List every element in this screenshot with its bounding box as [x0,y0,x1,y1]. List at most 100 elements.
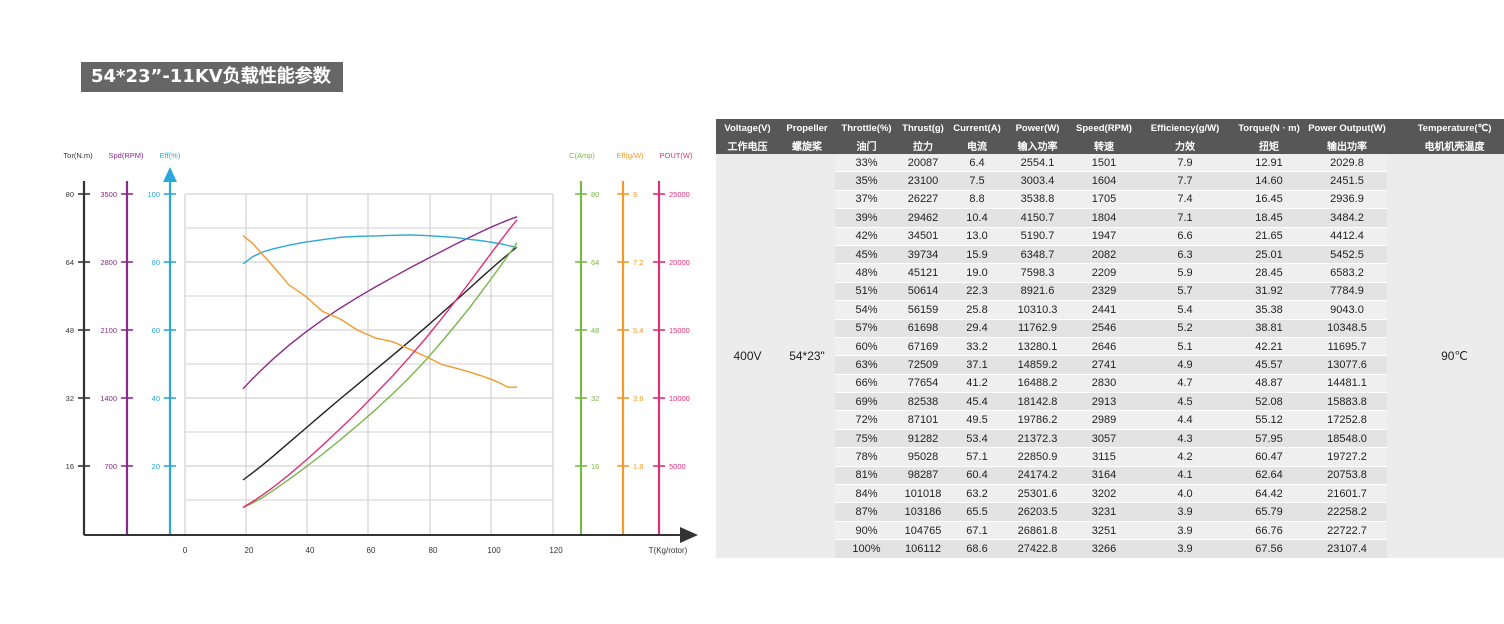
table-cell: 15883.8 [1307,392,1387,412]
table-cell: 6.6 [1139,227,1231,246]
table-cell: 45.4 [948,392,1006,412]
table-cell: 75% [835,429,898,449]
table-cell: 21601.7 [1307,484,1387,504]
table-cell: 64.42 [1231,484,1307,504]
table-cell: 60.4 [948,466,1006,486]
table-cell: 67.1 [948,521,1006,541]
table-cell: 2082 [1069,245,1139,265]
performance-chart: Tor(N.m) 80 64 48 32 16 Spd(RPM) 3500 2800 2100 14… [63,151,698,555]
column-header-cn: 扭矩 [1231,137,1307,154]
table-cell: 35% [835,171,898,191]
propeller-cell: 54*23" [779,154,835,559]
table-cell: 7.4 [1139,190,1231,210]
table-cell: 11762.9 [1006,319,1069,338]
column-header-cn: 油门 [835,137,898,154]
table-cell: 22258.2 [1307,502,1387,522]
table-cell: 29.4 [948,319,1006,338]
table-cell: 11695.7 [1307,337,1387,357]
table-row: 48% 45121 19.0 7598.3 2209 5.9 28.45 6583.2 [716,263,1504,283]
table-cell: 3.9 [1139,539,1231,559]
column-header-cn: 电机机壳温度 [1387,137,1504,154]
table-cell: 42% [835,227,898,246]
table-cell: 48% [835,263,898,283]
table-cell: 3484.2 [1307,208,1387,228]
table-cell: 3115 [1069,447,1139,467]
table-cell: 7598.3 [1006,263,1069,283]
x-tick-label: 120 [549,546,563,555]
table-cell: 4.9 [1139,355,1231,375]
table-cell: 5.9 [1139,263,1231,283]
page-title: 54*23”-11KV负载性能参数 [81,62,343,92]
table-cell: 45% [835,245,898,265]
table-cell: 14859.2 [1006,355,1069,375]
table-cell: 31.92 [1231,282,1307,302]
table-cell: 2546 [1069,319,1139,338]
x-axis-arrow [680,527,698,543]
table-cell: 6.3 [1139,245,1231,265]
table-cell: 2913 [1069,392,1139,412]
table-cell: 20753.8 [1307,466,1387,486]
table-row: 400V 54*23" 33% 20087 6.4 2554.1 1501 7.9 12.91 2… [716,154,1504,559]
axis-tick-label: 32 [591,394,599,403]
table-row: 45% 39734 15.9 6348.7 2082 6.3 25.01 5452.5 [716,245,1504,265]
table-cell: 63.2 [948,484,1006,504]
table-cell: 33.2 [948,337,1006,357]
column-header-cn: 输入功率 [1006,137,1069,154]
table-cell: 4150.7 [1006,208,1069,228]
table-cell: 57% [835,319,898,338]
axis-label-torque: Tor(N.m) [63,151,93,160]
table-cell: 98287 [898,466,948,486]
axis-tick-label: 2100 [100,326,117,335]
table-cell: 19727.2 [1307,447,1387,467]
table-row: 51% 50614 22.3 8921.6 2329 5.7 31.92 7784.9 [716,282,1504,302]
voltage-cell: 400V [716,154,779,559]
column-header: Throttle(%) [835,119,898,137]
table-row: 42% 34501 13.0 5190.7 1947 6.6 21.65 4412.4 [716,227,1504,246]
table-cell: 23100 [898,171,948,191]
table-cell: 61698 [898,319,948,338]
table-cell: 103186 [898,502,948,522]
axis-label-speed: Spd(RPM) [108,151,144,160]
axis-tick-label: 9 [633,190,637,199]
table-cell: 10310.3 [1006,300,1069,320]
axis-tick-label: 20000 [669,258,690,267]
table-cell: 4.7 [1139,374,1231,394]
table-cell: 52.08 [1231,392,1307,412]
table-cell: 2451.5 [1307,171,1387,191]
column-header-cn: 电流 [948,137,1006,154]
table-cell: 19786.2 [1006,410,1069,430]
table-cell: 28.45 [1231,263,1307,283]
axis-tick-label: 15000 [669,326,690,335]
table-cell: 20087 [898,154,948,173]
axis-tick-label: 2800 [100,258,117,267]
series-line-speed [242,216,518,390]
axis-tick-label: 1.8 [633,462,643,471]
table-cell: 104765 [898,521,948,541]
table-cell: 48.87 [1231,374,1307,394]
table-cell: 90% [835,521,898,541]
table-cell: 25.8 [948,300,1006,320]
table-cell: 13280.1 [1006,337,1069,357]
table-cell: 5452.5 [1307,245,1387,265]
table-cell: 1604 [1069,171,1139,191]
table-cell: 56159 [898,300,948,320]
table-row: 69% 82538 45.4 18142.8 2913 4.5 52.08 15883.8 [716,392,1504,412]
axis-tick-label: 80 [591,190,599,199]
x-tick-label: 100 [487,546,501,555]
table-cell: 2329 [1069,282,1139,302]
table-cell: 87% [835,502,898,522]
table-cell: 14481.1 [1307,374,1387,394]
column-header-cn: 螺旋桨 [779,137,835,154]
temperature-cell: 90℃ [1387,154,1504,559]
table-cell: 7784.9 [1307,282,1387,302]
column-header-cn: 输出功率 [1307,137,1387,154]
column-header: Thrust(g) [898,119,948,137]
column-header-cn: 力效 [1139,137,1231,154]
series-line-efficiency [242,234,518,265]
table-cell: 2830 [1069,374,1139,394]
table-cell: 19.0 [948,263,1006,283]
table-cell: 4.3 [1139,429,1231,449]
table-cell: 55.12 [1231,410,1307,430]
table-cell: 3057 [1069,429,1139,449]
table-cell: 4.4 [1139,410,1231,430]
